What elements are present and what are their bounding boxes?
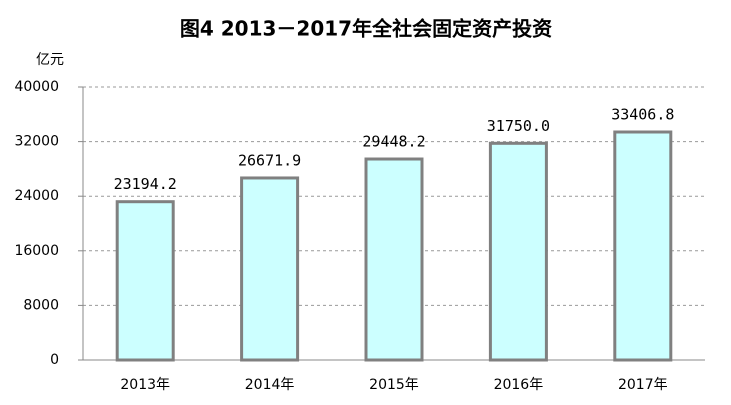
- y-tick-label: 32000: [14, 134, 59, 150]
- y-tick-label: 0: [50, 352, 59, 368]
- bar: [488, 141, 548, 362]
- x-tick-label: 2014年: [245, 377, 295, 393]
- x-tick-label: 2017年: [618, 377, 668, 393]
- value-label: 23194.2: [114, 175, 177, 193]
- bar: [364, 157, 424, 362]
- x-tick-label: 2015年: [369, 377, 419, 393]
- value-label: 31750.0: [487, 117, 550, 135]
- value-label: 33406.8: [611, 105, 674, 123]
- y-tick-label: 24000: [14, 188, 59, 204]
- y-tick-label: 16000: [14, 243, 59, 259]
- bar: [613, 130, 673, 362]
- chart-title: 图4 2013－2017年全社会固定资产投资: [180, 17, 552, 41]
- bar: [115, 200, 175, 362]
- value-label: 29448.2: [362, 133, 425, 151]
- value-label: 26671.9: [238, 151, 301, 169]
- y-tick-label: 40000: [14, 79, 59, 95]
- y-tick-label: 8000: [23, 297, 59, 313]
- bar: [240, 176, 300, 362]
- y-axis-label: 亿元: [36, 52, 64, 68]
- x-tick-label: 2016年: [494, 377, 544, 393]
- x-tick-label: 2013年: [120, 377, 170, 393]
